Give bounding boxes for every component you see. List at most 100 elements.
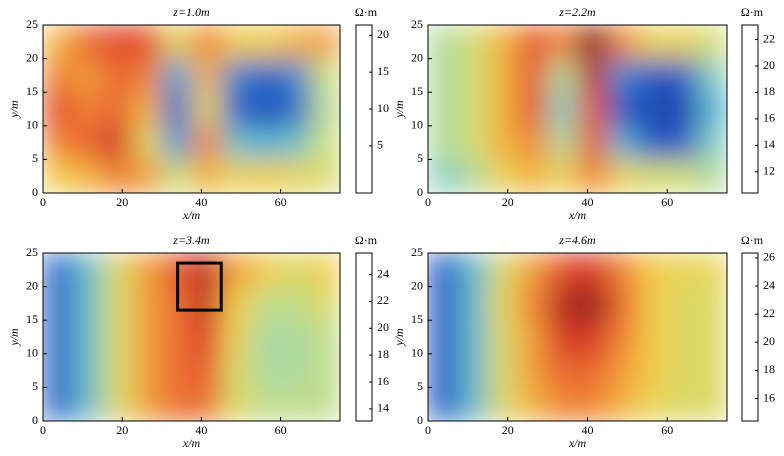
heatmap-cell — [457, 92, 489, 127]
heatmap — [428, 25, 728, 194]
heatmap-cell — [428, 286, 459, 321]
heatmap-cell — [102, 92, 133, 127]
heatmap-cell — [457, 58, 489, 93]
heatmap-cell — [221, 320, 252, 355]
heatmap-cell — [428, 125, 459, 160]
colorbar-tick-label: 10 — [377, 101, 389, 115]
heatmap-cell — [221, 125, 252, 160]
heatmap-cell — [697, 58, 728, 93]
heatmap-cell — [667, 353, 698, 388]
heatmap-cell — [487, 286, 519, 321]
heatmap-cell — [221, 286, 252, 321]
heatmap-cell — [637, 25, 668, 60]
heatmap-cell — [161, 353, 192, 388]
heatmap-cell — [577, 387, 608, 422]
x-tick-label: 0 — [40, 423, 46, 437]
y-tick-label: 10 — [26, 118, 38, 132]
heatmap-cell — [457, 25, 489, 60]
heatmap-cell — [250, 25, 282, 60]
colorbar-tick-label: 12 — [763, 164, 775, 178]
heatmap-cell — [161, 58, 192, 93]
heatmap-cell — [547, 320, 578, 355]
y-tick-label: 0 — [417, 413, 423, 427]
heatmap-cell — [517, 92, 549, 127]
heatmap-cell — [667, 159, 698, 194]
heatmap-cell — [517, 58, 549, 93]
plot-frame — [42, 252, 341, 422]
heatmap-cell — [547, 125, 578, 160]
heatmap-cell — [132, 125, 163, 160]
plot-frame — [42, 24, 341, 194]
heatmap-cell — [191, 92, 222, 127]
panel-title: z=1.0m — [172, 5, 210, 19]
heatmap-cell — [607, 286, 638, 321]
heatmap-cell — [697, 353, 728, 388]
heatmap-cell — [637, 58, 668, 93]
heatmap-cell — [577, 125, 608, 160]
heatmap-cell — [191, 125, 222, 160]
heatmap-cell — [280, 159, 311, 194]
heatmap-cell — [428, 25, 459, 60]
y-tick-label: 0 — [32, 413, 38, 427]
y-tick-label: 15 — [26, 312, 38, 326]
heatmap-cell — [43, 320, 74, 355]
colorbar-tick-label: 16 — [377, 374, 389, 388]
colorbar-tick-label: 20 — [377, 320, 389, 334]
heatmap-cell — [667, 125, 698, 160]
heatmap-cell — [517, 125, 549, 160]
heatmap-cell — [280, 353, 311, 388]
heatmap-cell — [428, 387, 459, 422]
heatmap-cell — [667, 92, 698, 127]
colorbar-tick-label: 22 — [377, 293, 389, 307]
heatmap-cell — [637, 286, 668, 321]
heatmap-cell — [577, 159, 608, 194]
y-tick-label: 10 — [26, 346, 38, 360]
heatmap-cell — [72, 25, 103, 60]
colorbar-tick-label: 16 — [763, 111, 775, 125]
heatmap-cell — [487, 387, 519, 422]
y-tick-label: 0 — [417, 185, 423, 199]
heatmap-cell — [161, 125, 192, 160]
heatmap-cell — [72, 58, 103, 93]
heatmap-cell — [577, 286, 608, 321]
heatmap-cell — [43, 286, 74, 321]
heatmap-cell — [428, 320, 459, 355]
x-tick-label: 0 — [425, 423, 431, 437]
x-tick-label: 60 — [661, 423, 673, 437]
heatmap-cell — [250, 286, 282, 321]
heatmap-cell — [667, 25, 698, 60]
heatmap-cell — [43, 387, 74, 422]
heatmap-cell — [457, 353, 489, 388]
heatmap-cell — [577, 58, 608, 93]
heatmap-cell — [517, 387, 549, 422]
heatmap — [428, 253, 728, 422]
x-axis-label: x/m — [182, 436, 201, 450]
heatmap-cell — [280, 320, 311, 355]
x-tick-label: 20 — [502, 195, 514, 209]
y-axis-label: y/m — [7, 100, 21, 119]
y-tick-label: 25 — [411, 245, 423, 259]
heatmap-cell — [697, 253, 728, 288]
heatmap-cell — [577, 253, 608, 288]
y-tick-label: 20 — [411, 50, 423, 64]
heatmap-cell — [191, 387, 222, 422]
heatmap-cell — [280, 25, 311, 60]
heatmap-cell — [607, 125, 638, 160]
colorbar-tick-label: 26 — [763, 250, 775, 264]
heatmap-cell — [457, 159, 489, 194]
heatmap-cell — [250, 387, 282, 422]
heatmap-cell — [697, 320, 728, 355]
colorbar-tick-label: 5 — [377, 138, 383, 152]
colorbar-tick-label: 24 — [763, 278, 775, 292]
heatmap-cell — [607, 253, 638, 288]
heatmap-cell — [132, 387, 163, 422]
heatmap-cell — [310, 253, 341, 288]
heatmap-cell — [102, 25, 133, 60]
heatmap-cell — [607, 25, 638, 60]
y-axis-label: y/m — [392, 328, 406, 347]
x-tick-label: 60 — [275, 195, 287, 209]
x-tick-label: 40 — [581, 195, 593, 209]
heatmap-cell — [250, 159, 282, 194]
y-tick-label: 25 — [26, 17, 38, 31]
heatmap-cell — [487, 320, 519, 355]
